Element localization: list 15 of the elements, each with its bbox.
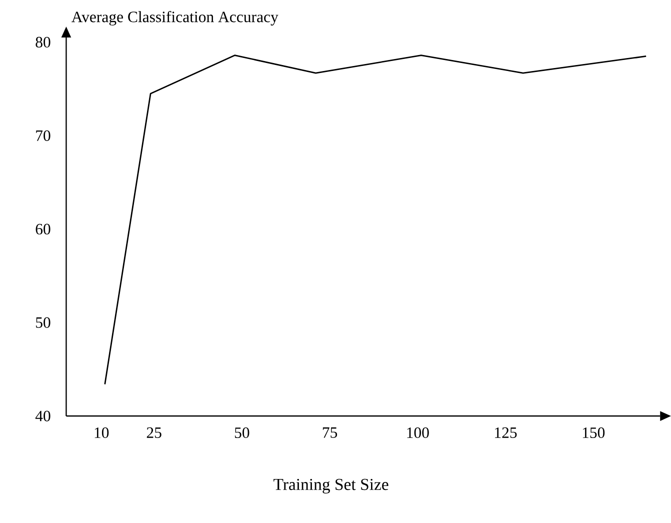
y-tick-label: 60 <box>36 224 50 235</box>
x-tick-label: 10 <box>94 428 109 438</box>
line-series <box>104 54 647 386</box>
x-axis-title: Training Set Size <box>274 478 388 494</box>
y-tick-label: 50 <box>36 317 50 328</box>
y-axis-title: Average Classification Accuracy <box>72 11 278 26</box>
x-tick-label: 75 <box>322 428 338 438</box>
y-tick-label: 80 <box>36 37 50 48</box>
y-tick-label: 40 <box>35 410 50 422</box>
x-tick-label: 25 <box>146 428 162 438</box>
y-tick-label: 70 <box>36 130 50 142</box>
x-tick-label: 150 <box>582 428 605 438</box>
x-tick-label: 125 <box>495 428 517 438</box>
x-tick-label: 100 <box>407 428 429 438</box>
x-tick-label: 50 <box>234 428 250 438</box>
